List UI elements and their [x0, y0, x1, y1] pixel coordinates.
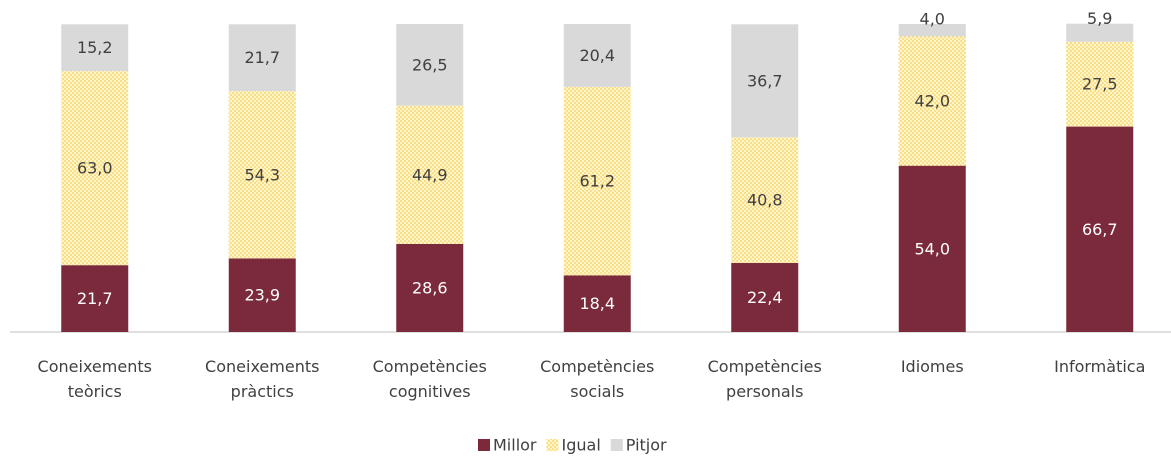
bar-segment: [898, 24, 966, 37]
bar-segment: [563, 275, 631, 332]
x-tick-label: Idiomes: [901, 357, 964, 376]
legend-swatch: [610, 439, 623, 451]
x-tick-label: Informàtica: [1054, 357, 1145, 376]
data-label: 54,0: [914, 239, 950, 258]
data-label: 22,4: [747, 288, 783, 307]
legend-swatch: [546, 439, 559, 451]
data-label: 66,7: [1082, 220, 1118, 239]
bar-segment: [1066, 23, 1134, 42]
x-tick-label: Coneixements pràctics: [205, 357, 319, 401]
data-label: 28,6: [412, 278, 448, 297]
data-label: 15,2: [77, 38, 113, 57]
data-label: 23,9: [244, 286, 280, 305]
bar-segment: [228, 258, 296, 332]
bar-segment: [731, 24, 799, 138]
legend-swatch: [478, 439, 490, 451]
bar-segment: [898, 165, 966, 332]
data-label: 18,4: [579, 294, 615, 313]
data-label: 21,7: [244, 48, 280, 67]
data-label: 21,7: [77, 289, 113, 308]
data-label: 5,9: [1087, 9, 1112, 28]
data-label: 40,8: [747, 191, 783, 210]
data-label: 44,9: [412, 165, 448, 184]
x-tick-label: Competències personals: [708, 357, 822, 401]
legend-label: Millor: [493, 436, 537, 455]
legend-label: Igual: [562, 436, 601, 455]
data-label: 4,0: [920, 10, 945, 29]
x-tick-label: Competències cognitives: [373, 357, 487, 401]
x-tick-label: Coneixements teòrics: [38, 357, 152, 401]
bar-segment: [61, 24, 129, 72]
data-label: 54,3: [244, 165, 280, 184]
bar-segment: [228, 91, 296, 259]
bar-segment: [228, 24, 296, 92]
bar-segment: [61, 265, 129, 332]
bar-segment: [731, 137, 799, 264]
data-label: 26,5: [412, 55, 448, 74]
bar-segment: [396, 243, 464, 332]
bar-segment: [731, 263, 799, 332]
bar-segment: [396, 105, 464, 244]
bar-segment: [898, 36, 966, 166]
data-label: 61,2: [579, 172, 615, 191]
data-label: 20,4: [579, 46, 615, 65]
data-label: 42,0: [914, 92, 950, 111]
bar-segment: [61, 71, 129, 266]
data-label: 63,0: [77, 159, 113, 178]
bar-segment: [396, 24, 464, 106]
data-label: 27,5: [1082, 75, 1118, 94]
bar-segment: [563, 24, 631, 87]
x-tick-label: Competències socials: [540, 357, 654, 401]
bar-segment: [1066, 41, 1134, 127]
bar-segment: [1066, 126, 1134, 333]
bar-segment: [563, 86, 631, 276]
data-label: 36,7: [747, 71, 783, 90]
legend-label: Pitjor: [626, 436, 667, 455]
